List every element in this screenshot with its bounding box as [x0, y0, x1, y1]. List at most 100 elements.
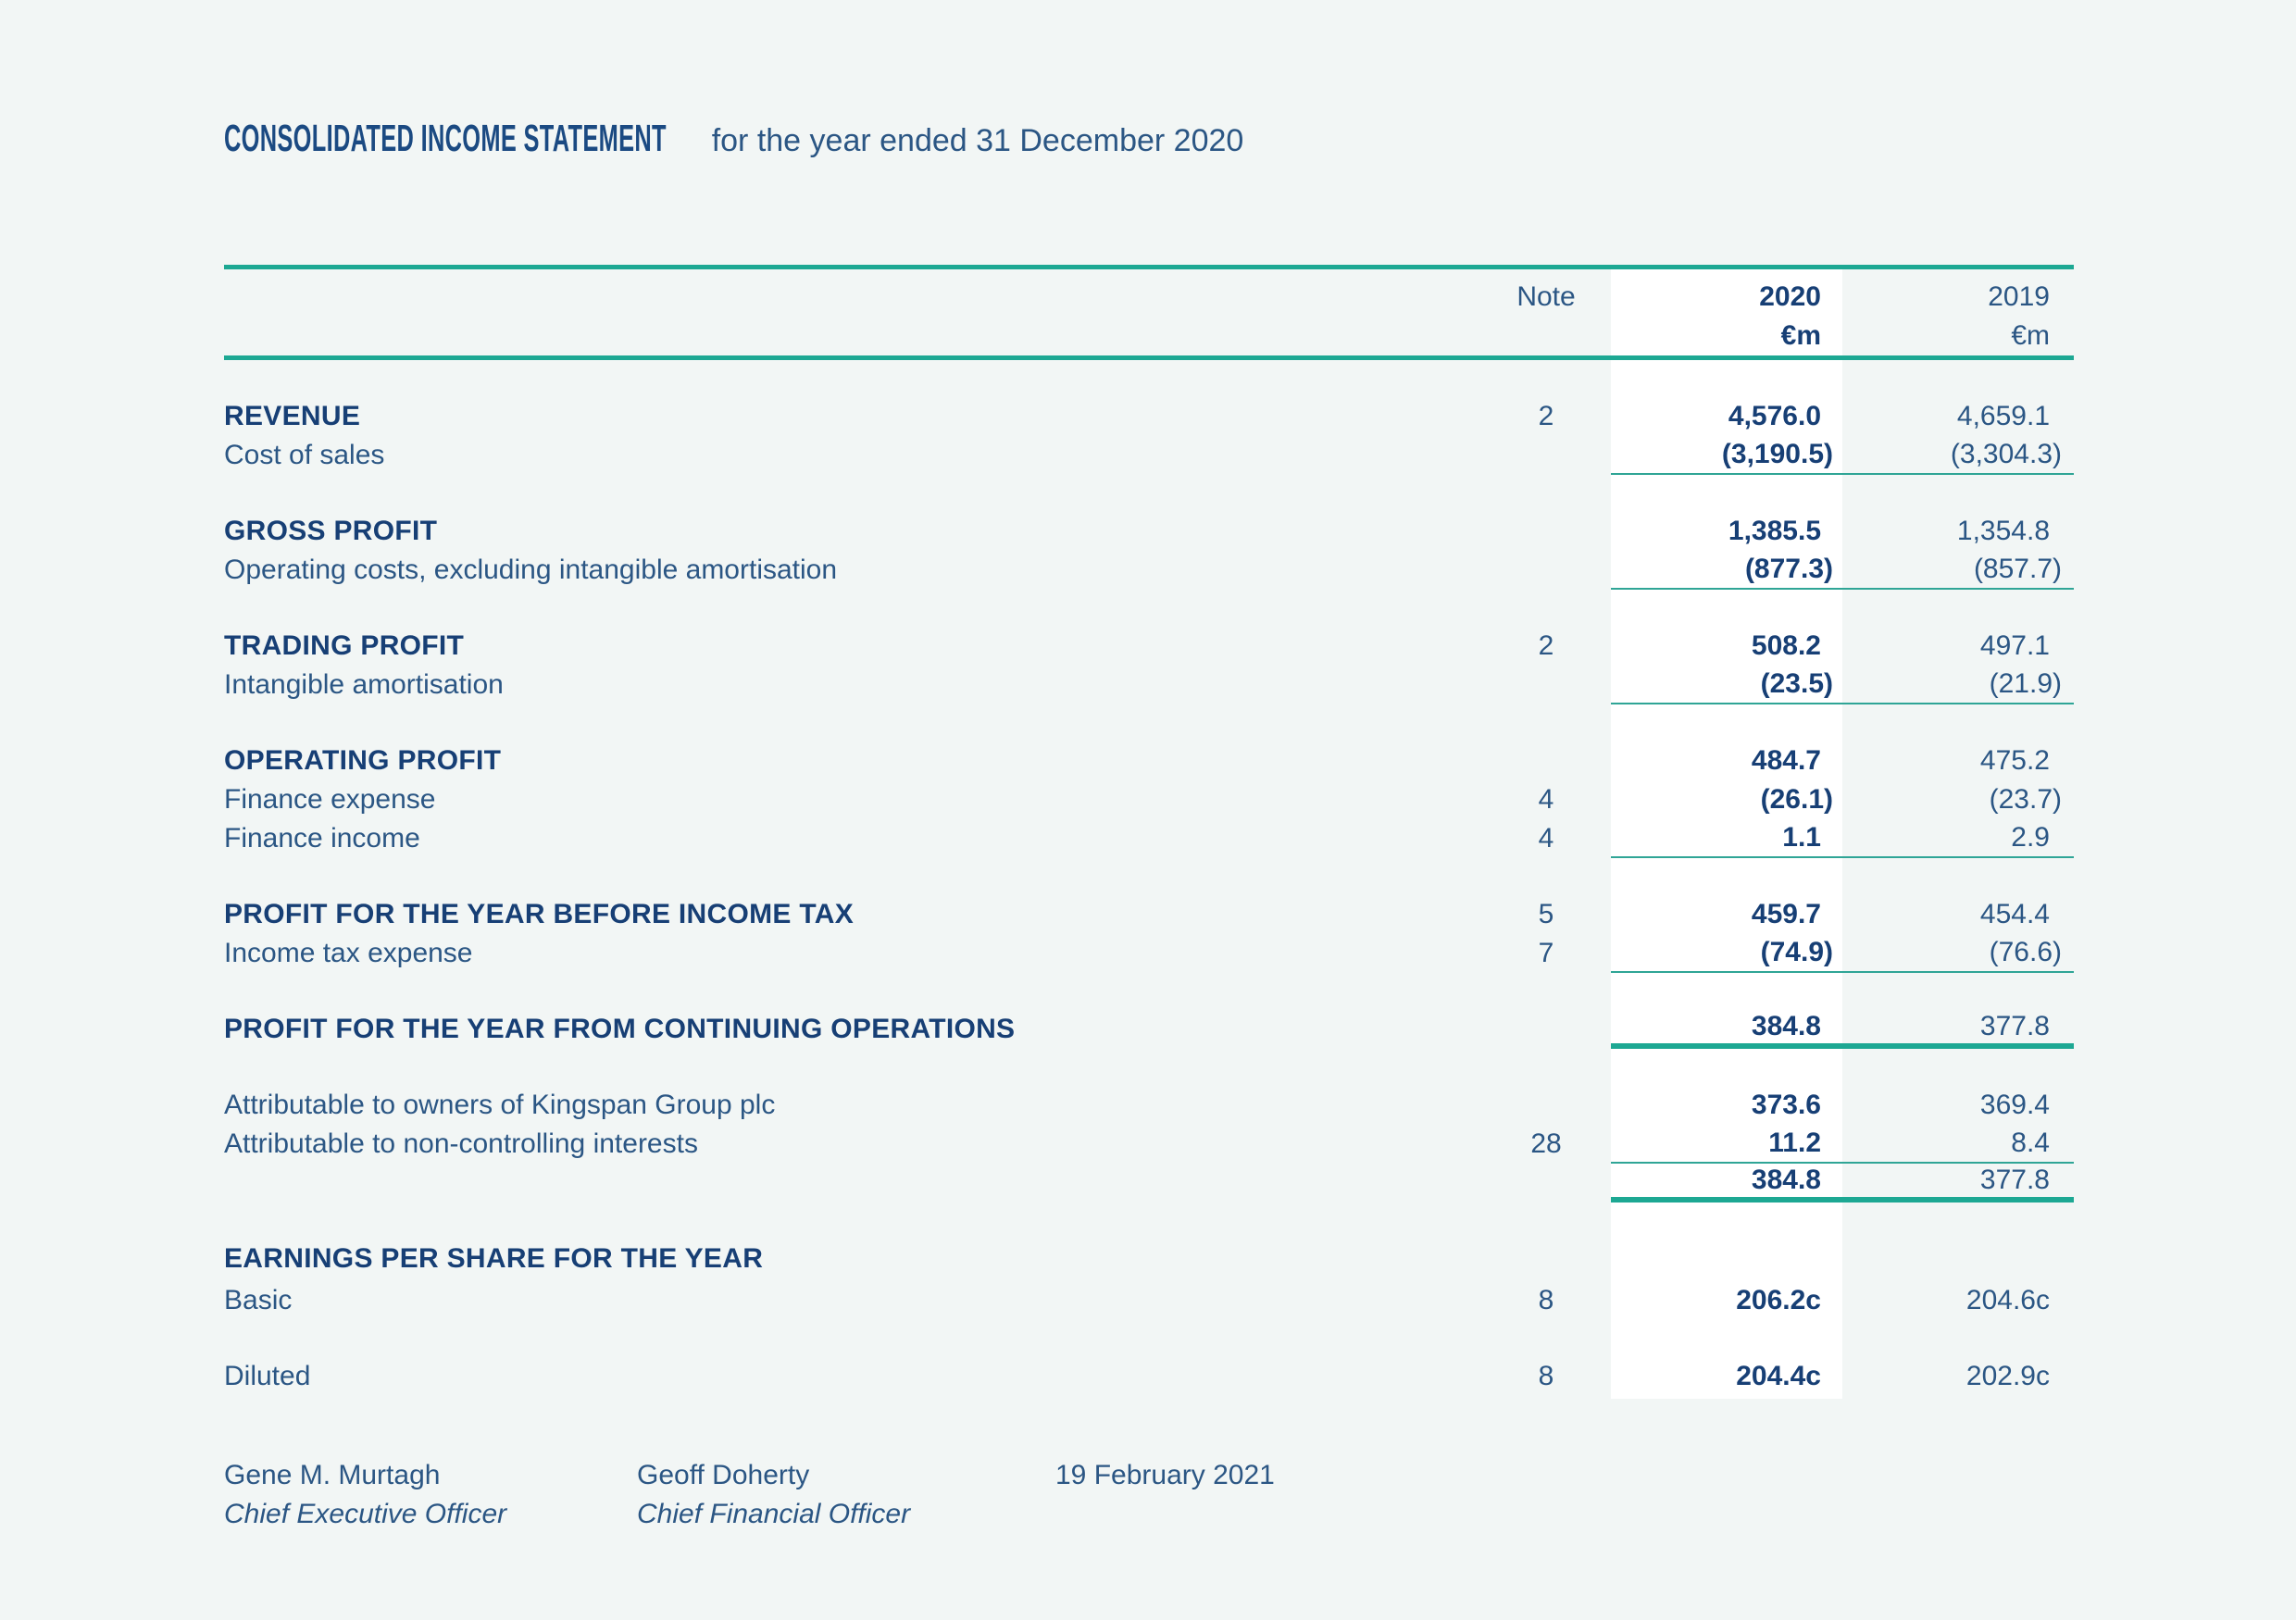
header-label-cell: [224, 269, 1481, 355]
spacer-row: [224, 360, 2074, 397]
value-2020: 484.7: [1611, 741, 1842, 780]
row-label: Cost of sales: [224, 440, 385, 470]
row-eps-heading: EARNINGS PER SHARE FOR THE YEAR: [224, 1240, 2074, 1278]
note-value: 8: [1538, 1361, 1554, 1391]
row-operating-profit: OPERATING PROFIT 484.7 475.2: [224, 741, 2074, 780]
row-label: EARNINGS PER SHARE FOR THE YEAR: [224, 1243, 764, 1274]
row-label: Income tax expense: [224, 938, 473, 968]
row-intangible-amortisation: Intangible amortisation (23.5) (21.9): [224, 666, 2074, 704]
header-2020-unit: €m: [1780, 320, 1821, 351]
row-label: PROFIT FOR THE YEAR BEFORE INCOME TAX: [224, 899, 855, 929]
signatory-title: Chief Financial Officer: [637, 1499, 911, 1529]
value-2020: 1,385.5: [1611, 512, 1842, 551]
row-revenue: REVENUE 2 4,576.0 4,659.1: [224, 397, 2074, 436]
table-body: REVENUE 2 4,576.0 4,659.1 Cost of sales …: [224, 360, 2074, 1399]
value-2019: (76.6): [1842, 934, 2074, 973]
row-label: Finance income: [224, 823, 420, 854]
header-2019-year: 2019: [1988, 281, 2050, 312]
header-2019: 2019 €m: [1842, 269, 2074, 355]
row-finance-income: Finance income 4 1.1 2.9: [224, 819, 2074, 858]
row-income-tax-expense: Income tax expense 7 (74.9) (76.6): [224, 934, 2074, 973]
signatory-name: Gene M. Murtagh: [224, 1460, 441, 1490]
value-2020: 459.7: [1611, 895, 1842, 934]
spacer-row: [224, 1203, 2074, 1240]
note-value: [1481, 1086, 1611, 1125]
note-value: [1481, 551, 1611, 590]
value-2020: 373.6: [1611, 1086, 1842, 1125]
value-2019: 497.1: [1979, 630, 2050, 661]
value-2019: [1842, 1240, 2074, 1278]
income-statement-table: Note 2020 €m 2019 €m REVENUE 2 4,576.0 4…: [224, 265, 2074, 1399]
spacer-row: [224, 1323, 2074, 1354]
header-2020-year: 2020: [1759, 281, 1821, 312]
note-value: 4: [1538, 784, 1554, 815]
page-title: CONSOLIDATED INCOME STATEMENT for the yea…: [224, 117, 2074, 168]
note-value: 28: [1530, 1128, 1562, 1159]
header-2019-unit: €m: [2011, 320, 2050, 351]
row-trading-profit: TRADING PROFIT 2 508.2 497.1: [224, 627, 2074, 666]
value-2019: 454.4: [1979, 899, 2050, 929]
note-value: [1481, 1010, 1611, 1049]
spacer-row: [224, 590, 2074, 627]
note-value: [1481, 741, 1611, 780]
value-2020: 204.4c: [1611, 1354, 1842, 1399]
signatory-name: Geoff Doherty: [637, 1460, 810, 1490]
note-value: 7: [1538, 938, 1554, 968]
row-cost-of-sales: Cost of sales (3,190.5) (3,304.3): [224, 436, 2074, 475]
value-2019: 377.8: [1842, 1010, 2074, 1049]
value-2019: 202.9c: [1965, 1361, 2050, 1391]
value-2020: 384.8: [1611, 1164, 1842, 1203]
note-value: 4: [1538, 823, 1554, 854]
value-2020: 384.8: [1611, 1010, 1842, 1049]
signature-block: Gene M. Murtagh Chief Executive Officer …: [224, 1456, 2074, 1534]
note-value: 2: [1538, 401, 1554, 431]
note-value: 8: [1538, 1285, 1554, 1315]
value-2019: (3,304.3): [1842, 436, 2074, 475]
value-2020: [1611, 1240, 1842, 1278]
value-2019: 204.6c: [1965, 1285, 2050, 1315]
row-label: REVENUE: [224, 401, 361, 431]
row-label: Intangible amortisation: [224, 669, 504, 700]
value-2020: (3,190.5): [1611, 436, 1842, 475]
value-2020: 4,576.0: [1611, 397, 1842, 436]
note-value: [1481, 436, 1611, 475]
note-value: [1481, 1164, 1611, 1203]
value-2020: 11.2: [1611, 1125, 1842, 1164]
value-2020: (877.3): [1611, 551, 1842, 590]
row-eps-basic: Basic 8 206.2c 204.6c: [224, 1278, 2074, 1323]
row-profit-before-tax: PROFIT FOR THE YEAR BEFORE INCOME TAX 5 …: [224, 895, 2074, 934]
row-label: Finance expense: [224, 784, 436, 815]
signatory-cfo: Geoff Doherty Chief Financial Officer: [637, 1456, 1055, 1534]
note-value: [1481, 512, 1611, 551]
row-label: Basic: [224, 1285, 293, 1315]
row-eps-diluted: Diluted 8 204.4c 202.9c: [224, 1354, 2074, 1399]
spacer-row: [224, 973, 2074, 1010]
spacer-row: [224, 858, 2074, 895]
row-attributable-total: 384.8 377.8: [224, 1164, 2074, 1203]
value-2020: (23.5): [1611, 666, 1842, 704]
page-title-main: CONSOLIDATED INCOME STATEMENT: [224, 117, 667, 159]
row-label: GROSS PROFIT: [224, 516, 438, 546]
row-label: Diluted: [224, 1361, 311, 1391]
note-value: [1481, 666, 1611, 704]
signatory-ceo: Gene M. Murtagh Chief Executive Officer: [224, 1456, 637, 1534]
row-label: Attributable to owners of Kingspan Group…: [224, 1090, 776, 1120]
table-header-row: Note 2020 €m 2019 €m: [224, 265, 2074, 360]
row-operating-costs: Operating costs, excluding intangible am…: [224, 551, 2074, 590]
value-2020: (74.9): [1611, 934, 1842, 973]
row-label: OPERATING PROFIT: [224, 745, 502, 776]
header-note: Note: [1516, 281, 1576, 312]
signature-date: 19 February 2021: [1055, 1460, 1275, 1490]
row-attributable-owners: Attributable to owners of Kingspan Group…: [224, 1086, 2074, 1125]
row-finance-expense: Finance expense 4 (26.1) (23.7): [224, 780, 2074, 819]
row-label: [224, 1164, 1481, 1203]
spacer-row: [224, 1049, 2074, 1086]
signatory-title: Chief Executive Officer: [224, 1499, 507, 1529]
value-2019: 369.4: [1979, 1090, 2050, 1120]
value-2019: (23.7): [1989, 784, 2062, 815]
value-2020: 508.2: [1611, 627, 1842, 666]
spacer-row: [224, 704, 2074, 741]
row-label: Attributable to non-controlling interest…: [224, 1128, 698, 1159]
row-gross-profit: GROSS PROFIT 1,385.5 1,354.8: [224, 512, 2074, 551]
